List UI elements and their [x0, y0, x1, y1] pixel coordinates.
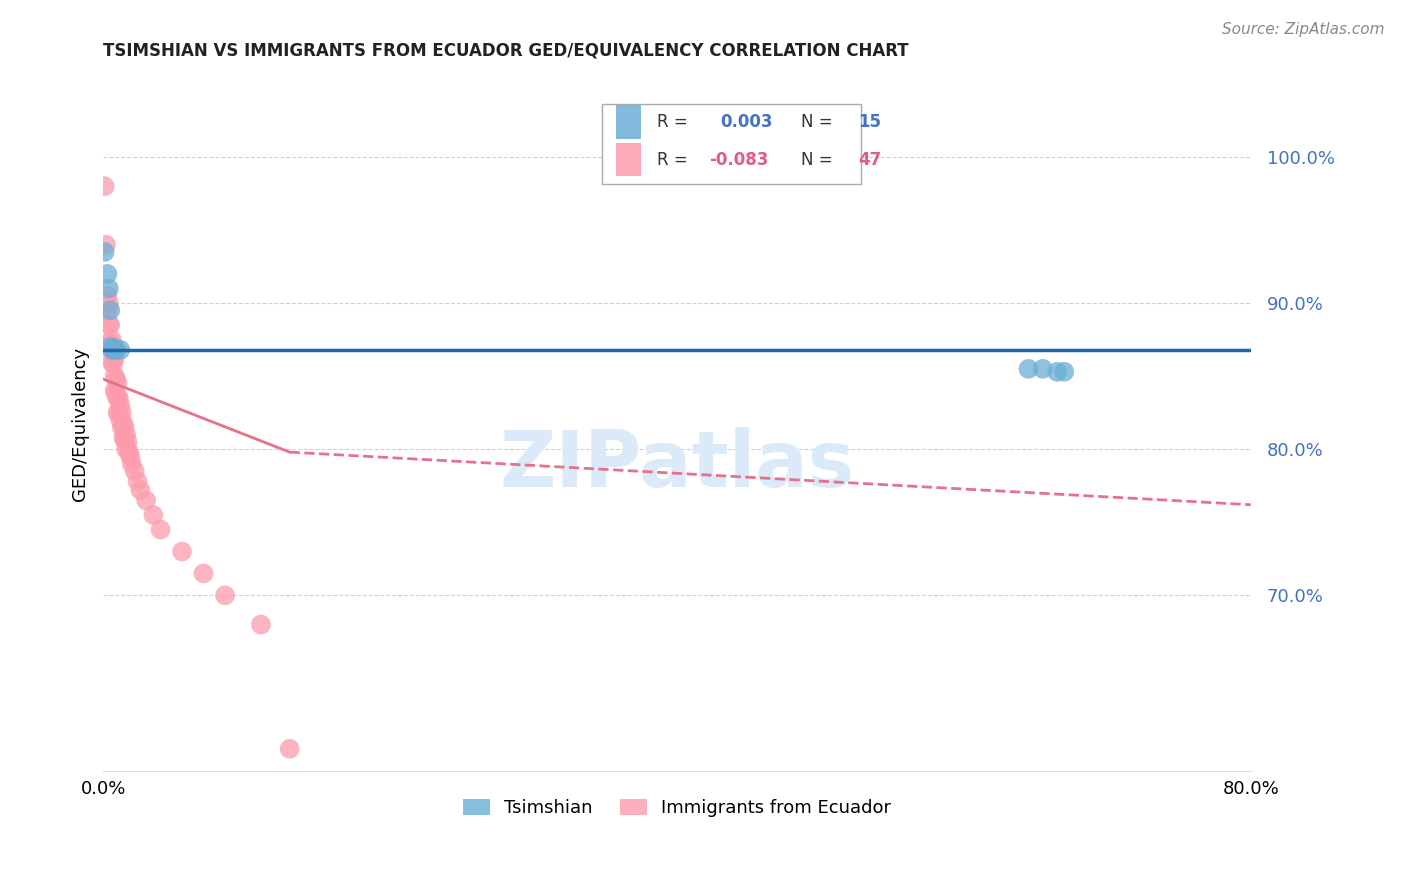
Point	[96, 303, 118, 318]
Point	[94, 237, 117, 252]
Point	[98, 318, 121, 332]
Point	[104, 342, 127, 356]
Point	[129, 483, 152, 497]
Text: Source: ZipAtlas.com: Source: ZipAtlas.com	[1222, 22, 1385, 37]
Point	[121, 457, 143, 471]
Text: N =: N =	[801, 113, 838, 131]
Point	[107, 376, 129, 391]
Point	[112, 430, 135, 444]
Point	[149, 523, 172, 537]
Point	[214, 588, 236, 602]
Point	[278, 741, 301, 756]
Point	[124, 464, 146, 478]
Point	[105, 386, 128, 401]
Text: R =: R =	[658, 151, 693, 169]
Point	[101, 342, 124, 356]
Point	[97, 281, 120, 295]
Point	[114, 420, 136, 434]
Point	[107, 391, 129, 405]
FancyBboxPatch shape	[602, 104, 860, 184]
Point	[104, 369, 127, 384]
Point	[105, 343, 128, 357]
Point	[104, 351, 127, 366]
Point	[98, 335, 121, 350]
Text: -0.083: -0.083	[709, 151, 769, 169]
Point	[96, 289, 118, 303]
Point	[100, 333, 122, 347]
Point	[1032, 362, 1054, 376]
Text: 0.003: 0.003	[720, 113, 773, 131]
Point	[127, 475, 149, 489]
Point	[101, 358, 124, 372]
Text: N =: N =	[801, 151, 838, 169]
Point	[100, 343, 122, 357]
Legend: Tsimshian, Immigrants from Ecuador: Tsimshian, Immigrants from Ecuador	[456, 791, 898, 824]
Text: TSIMSHIAN VS IMMIGRANTS FROM ECUADOR GED/EQUIVALENCY CORRELATION CHART: TSIMSHIAN VS IMMIGRANTS FROM ECUADOR GED…	[103, 42, 908, 60]
Point	[110, 413, 132, 427]
Point	[114, 434, 136, 448]
Point	[97, 296, 120, 310]
Point	[250, 617, 273, 632]
Point	[111, 420, 134, 434]
Point	[108, 391, 131, 405]
Point	[1017, 362, 1039, 376]
Point	[107, 406, 129, 420]
Point	[104, 384, 127, 398]
Point	[93, 179, 115, 194]
Point	[1046, 365, 1069, 379]
Point	[135, 493, 157, 508]
Point	[117, 434, 139, 449]
Point	[112, 416, 135, 430]
Bar	[616, 143, 641, 177]
Point	[98, 303, 121, 318]
Point	[118, 445, 141, 459]
Point	[98, 340, 121, 354]
Point	[142, 508, 165, 522]
Text: ZIPatlas: ZIPatlas	[499, 427, 855, 503]
Point	[108, 406, 131, 420]
Text: R =: R =	[658, 113, 693, 131]
Bar	[616, 105, 641, 138]
Y-axis label: GED/Equivalency: GED/Equivalency	[72, 347, 89, 500]
Point	[170, 544, 193, 558]
Point	[1053, 365, 1076, 379]
Point	[110, 343, 132, 357]
Point	[115, 442, 138, 457]
Text: 47: 47	[858, 151, 882, 169]
Point	[100, 354, 122, 368]
Point	[96, 267, 118, 281]
Point	[101, 340, 124, 354]
Point	[93, 244, 115, 259]
Point	[104, 343, 127, 357]
Point	[110, 398, 132, 412]
Point	[115, 427, 138, 442]
Text: 15: 15	[858, 113, 882, 131]
Point	[111, 406, 134, 420]
Point	[120, 450, 142, 464]
Point	[97, 318, 120, 332]
Point	[105, 372, 128, 386]
Point	[193, 566, 215, 581]
